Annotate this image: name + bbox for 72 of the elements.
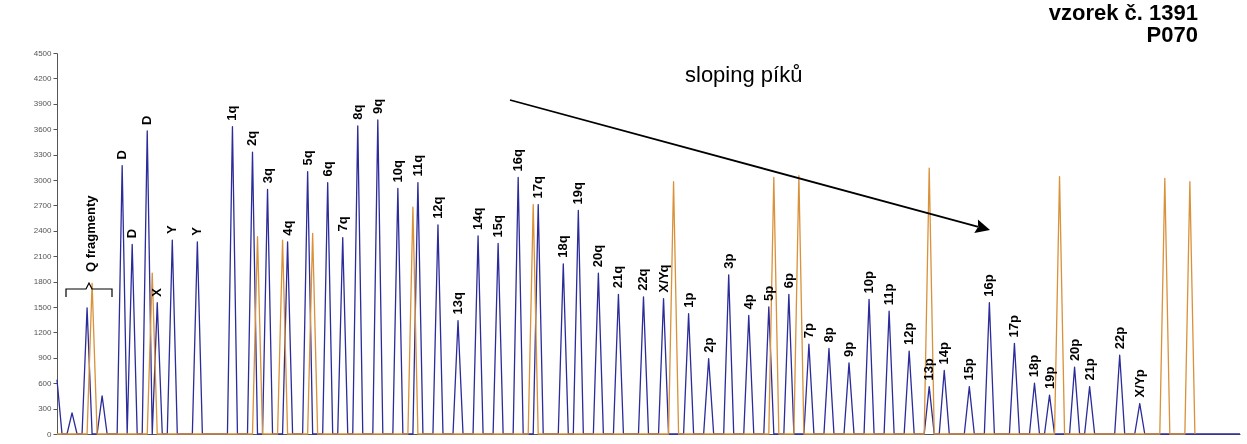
y-tick-label: 4500	[33, 48, 53, 58]
annotation: Y	[189, 226, 205, 236]
annotation: 4q	[279, 220, 295, 236]
annotation: 20p	[1066, 338, 1082, 362]
annotation: 4p	[740, 294, 756, 310]
annotation: sloping píků	[685, 62, 803, 87]
annotation: 12q	[429, 196, 445, 219]
annotation: 20q	[590, 244, 606, 268]
annotation: 8q	[349, 104, 365, 120]
y-tick-label: 2100	[33, 251, 53, 261]
annotation: 16q	[510, 149, 526, 172]
annotation: 18p	[1026, 354, 1042, 378]
annotation: 2p	[700, 337, 716, 353]
annotation: 13p	[921, 358, 937, 381]
annotation: 10q	[389, 160, 405, 183]
annotation: 3q	[259, 168, 275, 184]
annotation: D	[124, 228, 140, 239]
annotation: X/Yp	[1131, 369, 1147, 398]
annotation: 14p	[936, 342, 952, 365]
annotation: 1q	[224, 105, 240, 121]
annotation: 1p	[680, 292, 696, 308]
annotation: 16p	[981, 274, 997, 297]
annotation: 6p	[780, 273, 796, 289]
annotation: 17p	[1006, 314, 1022, 338]
annotation: 10p	[861, 270, 877, 294]
y-tick-label: 0	[47, 429, 53, 439]
annotation: 11q	[409, 154, 425, 177]
y-tick-label: 3600	[33, 124, 53, 134]
annotation: 22p	[1111, 326, 1127, 350]
annotation: D	[139, 115, 155, 125]
y-tick-label: 3300	[33, 150, 53, 160]
y-tick-label: 1500	[33, 302, 53, 312]
y-tick-label: 3000	[33, 175, 53, 185]
annotation: 19p	[1041, 366, 1057, 390]
y-tick-label: 1200	[33, 327, 53, 337]
y-tick-label: 900	[38, 353, 53, 363]
annotation: 21p	[1081, 358, 1097, 381]
annotation: 6q	[319, 161, 335, 177]
annotation: 9q	[369, 98, 385, 114]
annotation: 12p	[901, 322, 917, 346]
annotation: 3p	[720, 253, 736, 269]
annotation: 5p	[760, 285, 776, 301]
annotation: 7q	[334, 216, 350, 232]
y-tick-label: 600	[38, 378, 53, 388]
annotation: 17q	[530, 176, 546, 199]
annotation: 9p	[841, 341, 857, 357]
annotation: 18q	[555, 235, 571, 258]
chart-subtitle: P070	[1146, 22, 1198, 47]
annotation: 11p	[881, 283, 897, 306]
annotation: 7p	[800, 323, 816, 339]
y-tick-label: 2400	[33, 226, 53, 236]
annotation: 13q	[450, 292, 466, 315]
y-tick-label: 1800	[33, 277, 53, 287]
annotation: 22q	[635, 268, 651, 291]
annotation: 2q	[244, 130, 260, 147]
annotation: X	[149, 287, 165, 297]
y-tick-label: 4200	[33, 73, 53, 83]
y-tick-label: 3900	[33, 99, 53, 109]
annotation: 5q	[299, 150, 315, 166]
annotation: 8p	[820, 327, 836, 343]
annotation: 15p	[961, 358, 977, 381]
annotation: Y	[164, 225, 180, 235]
annotation: X/Yq	[655, 264, 671, 293]
y-tick-label: 2700	[33, 200, 53, 210]
annotation: D	[114, 150, 130, 160]
annotation: Q fragmenty	[83, 194, 98, 272]
annotation: 19q	[570, 182, 586, 205]
annotation: 21q	[610, 265, 626, 289]
chart-title: vzorek č. 1391	[1048, 0, 1198, 25]
y-tick-label: 300	[38, 404, 53, 414]
annotation: 15q	[490, 215, 506, 238]
annotation: 14q	[470, 207, 486, 230]
